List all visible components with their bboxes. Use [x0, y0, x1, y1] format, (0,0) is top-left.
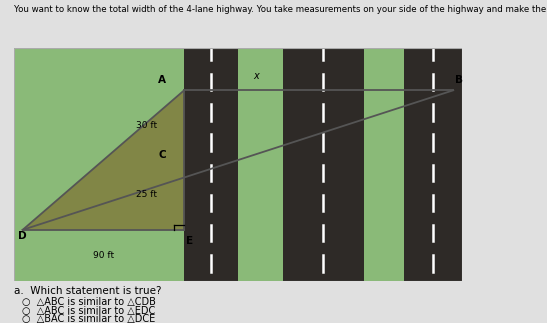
Text: x: x: [253, 71, 259, 81]
Text: C: C: [159, 150, 166, 160]
Text: ○  △ABC is similar to △EDC: ○ △ABC is similar to △EDC: [22, 306, 155, 316]
Bar: [283, 48, 364, 281]
Bar: [404, 48, 462, 281]
Bar: [184, 48, 238, 281]
Text: E: E: [187, 236, 194, 246]
Text: 30 ft: 30 ft: [136, 121, 157, 130]
Text: 90 ft: 90 ft: [93, 251, 114, 260]
Text: B: B: [456, 75, 463, 85]
Text: 25 ft: 25 ft: [136, 191, 157, 200]
Polygon shape: [22, 90, 184, 230]
Text: D: D: [18, 231, 27, 241]
Text: You want to know the total width of the 4-lane highway. You take measurements on: You want to know the total width of the …: [14, 5, 547, 14]
Text: ○  △BAC is similar to △DCE: ○ △BAC is similar to △DCE: [22, 314, 155, 323]
Text: a.  Which statement is true?: a. Which statement is true?: [14, 286, 161, 296]
Text: A: A: [158, 75, 166, 85]
Text: ○  △ABC is similar to △CDB: ○ △ABC is similar to △CDB: [22, 297, 156, 307]
